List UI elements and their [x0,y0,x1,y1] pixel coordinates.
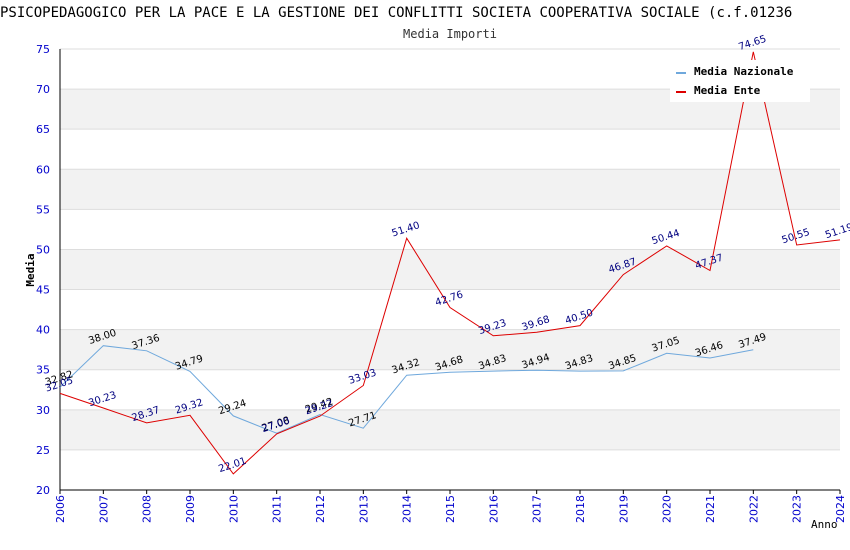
data-label-ente: 51.40 [391,220,422,239]
y-tick-label: 50 [36,243,50,256]
x-tick-label: 2007 [97,495,110,523]
chart-title: PSICOPEDAGOGICO PER LA PACE E LA GESTION… [0,5,793,21]
x-tick-label: 2023 [791,495,804,523]
series-lines [59,51,841,475]
x-tick-label: 2019 [617,495,630,523]
legend: Media Nazionale Media Ente [670,60,810,102]
x-axis-label: Anno [811,518,838,531]
y-axis-label: Media [24,253,37,286]
x-tick-label: 2014 [401,495,414,523]
grid-band [60,409,840,450]
x-tick-label: 2017 [531,495,544,523]
x-tick-label: 2006 [54,495,67,523]
grid-band [60,249,840,290]
y-tick-label: 65 [36,123,50,136]
x-tick-label: 2018 [574,495,587,523]
y-tick-label: 45 [36,284,50,297]
y-tick-label: 35 [36,364,50,377]
x-tick-label: 2013 [357,495,370,523]
data-label-ente: 33.03 [347,367,378,386]
x-tick-label: 2021 [704,495,717,523]
data-label-ente: 74.65 [737,34,768,53]
grid-bands [60,89,840,450]
x-tick-label: 2016 [487,495,500,523]
y-tick-label: 55 [36,203,50,216]
x-tick-label: 2008 [141,495,154,523]
legend-box [670,60,810,102]
chart-subtitle: Media Importi [403,27,497,41]
x-tick-label: 2022 [747,495,760,523]
series-line-ente [59,51,841,475]
x-tick-labels: 2006 2007 2008 2009 2010 2011 2012 2013 2014 2015… [54,490,847,523]
data-label-ente: 30.23 [87,390,118,409]
x-tick-label: 2024 [834,495,847,523]
x-tick-label: 2012 [314,495,327,523]
y-tick-label: 30 [36,404,50,417]
x-tick-label: 2009 [184,495,197,523]
series-line-nazionale [59,345,754,434]
y-tick-label: 70 [36,83,50,96]
grid-band [60,169,840,210]
y-tick-label: 20 [36,484,50,497]
x-tick-label: 2015 [444,495,457,523]
data-label-ente: 40.50 [564,308,595,327]
data-label-ente: 50.44 [651,228,682,247]
y-tick-labels: 20 25 30 35 40 45 50 55 60 65 70 75 [36,43,50,497]
legend-label-naz: Media Nazionale [694,65,794,78]
x-tick-label: 2010 [227,495,240,523]
y-tick-label: 25 [36,444,50,457]
data-label-ente: 51.19 [824,222,850,241]
y-tick-label: 75 [36,43,50,56]
legend-label-ente: Media Ente [694,84,761,97]
y-tick-label: 60 [36,163,50,176]
grid-band [60,329,840,370]
x-tick-label: 2011 [271,495,284,523]
y-tick-label: 40 [36,324,50,337]
x-tick-label: 2020 [661,495,674,523]
